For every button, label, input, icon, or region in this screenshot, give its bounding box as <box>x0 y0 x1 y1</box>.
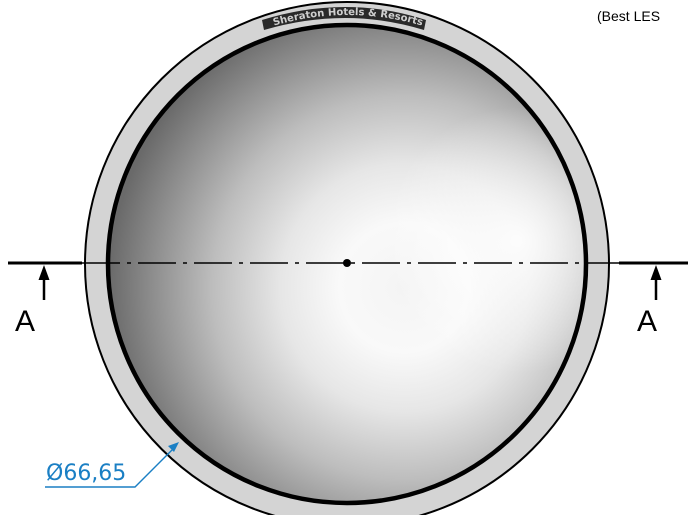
center-point <box>343 259 351 267</box>
diameter-label: Ø66,65 <box>46 461 126 486</box>
diameter-leader <box>45 442 179 488</box>
bowl-inner-edge <box>105 22 589 506</box>
drawing-note: (Best LES <box>597 8 661 24</box>
section-arrow-right <box>650 265 662 300</box>
section-arrow-left <box>38 265 50 300</box>
section-label-left: A <box>15 305 35 338</box>
section-label-right: A <box>637 305 657 338</box>
